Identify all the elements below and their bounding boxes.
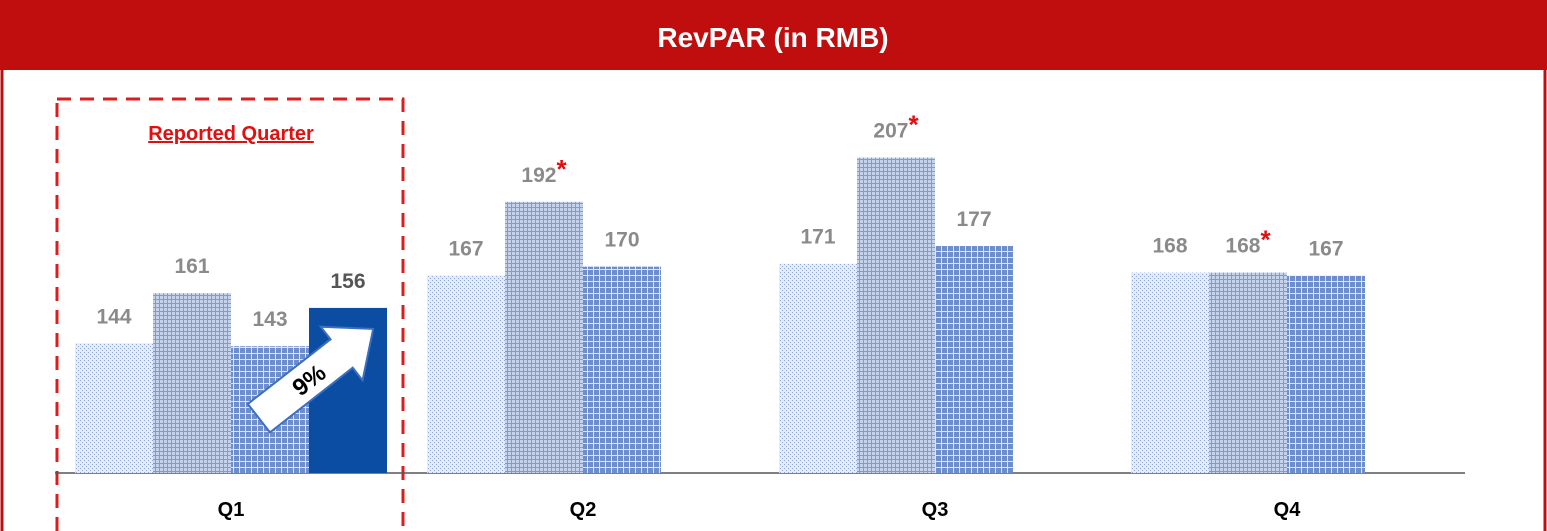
value-label: 177 <box>956 208 991 231</box>
bar <box>505 201 583 474</box>
value-label: 156 <box>330 270 365 293</box>
bar <box>779 263 857 473</box>
value-label: 143 <box>252 308 287 331</box>
value-label: 144 <box>96 305 131 328</box>
value-label: 192* <box>521 154 567 187</box>
bar <box>935 246 1013 473</box>
bar <box>75 343 153 473</box>
value-label: 207* <box>873 110 919 143</box>
header-band <box>0 0 1547 70</box>
bar <box>1131 272 1209 473</box>
arrow-shape <box>246 325 375 434</box>
value-label: 161 <box>174 255 209 278</box>
value-label: 167 <box>448 237 483 260</box>
value-label: 168 <box>1152 235 1187 258</box>
bar <box>1287 275 1365 473</box>
bar <box>857 157 935 473</box>
x-tick-label: Q3 <box>922 499 949 521</box>
growth-arrow: 9% <box>246 325 375 434</box>
value-label: 167 <box>1308 237 1343 260</box>
bar <box>583 266 661 473</box>
chart-title: RevPAR (in RMB) <box>657 22 888 53</box>
value-label: 168* <box>1225 225 1271 258</box>
value-label: 171 <box>800 226 835 249</box>
bar <box>153 293 231 473</box>
highlight-label: Reported Quarter <box>148 123 314 145</box>
highlight-box <box>55 97 405 531</box>
bar <box>1209 272 1287 473</box>
value-label: 170 <box>604 229 639 252</box>
bar <box>427 275 505 473</box>
x-tick-label: Q4 <box>1274 499 1302 521</box>
x-tick-label: Q2 <box>570 499 597 521</box>
x-tick-label: Q1 <box>218 499 245 521</box>
